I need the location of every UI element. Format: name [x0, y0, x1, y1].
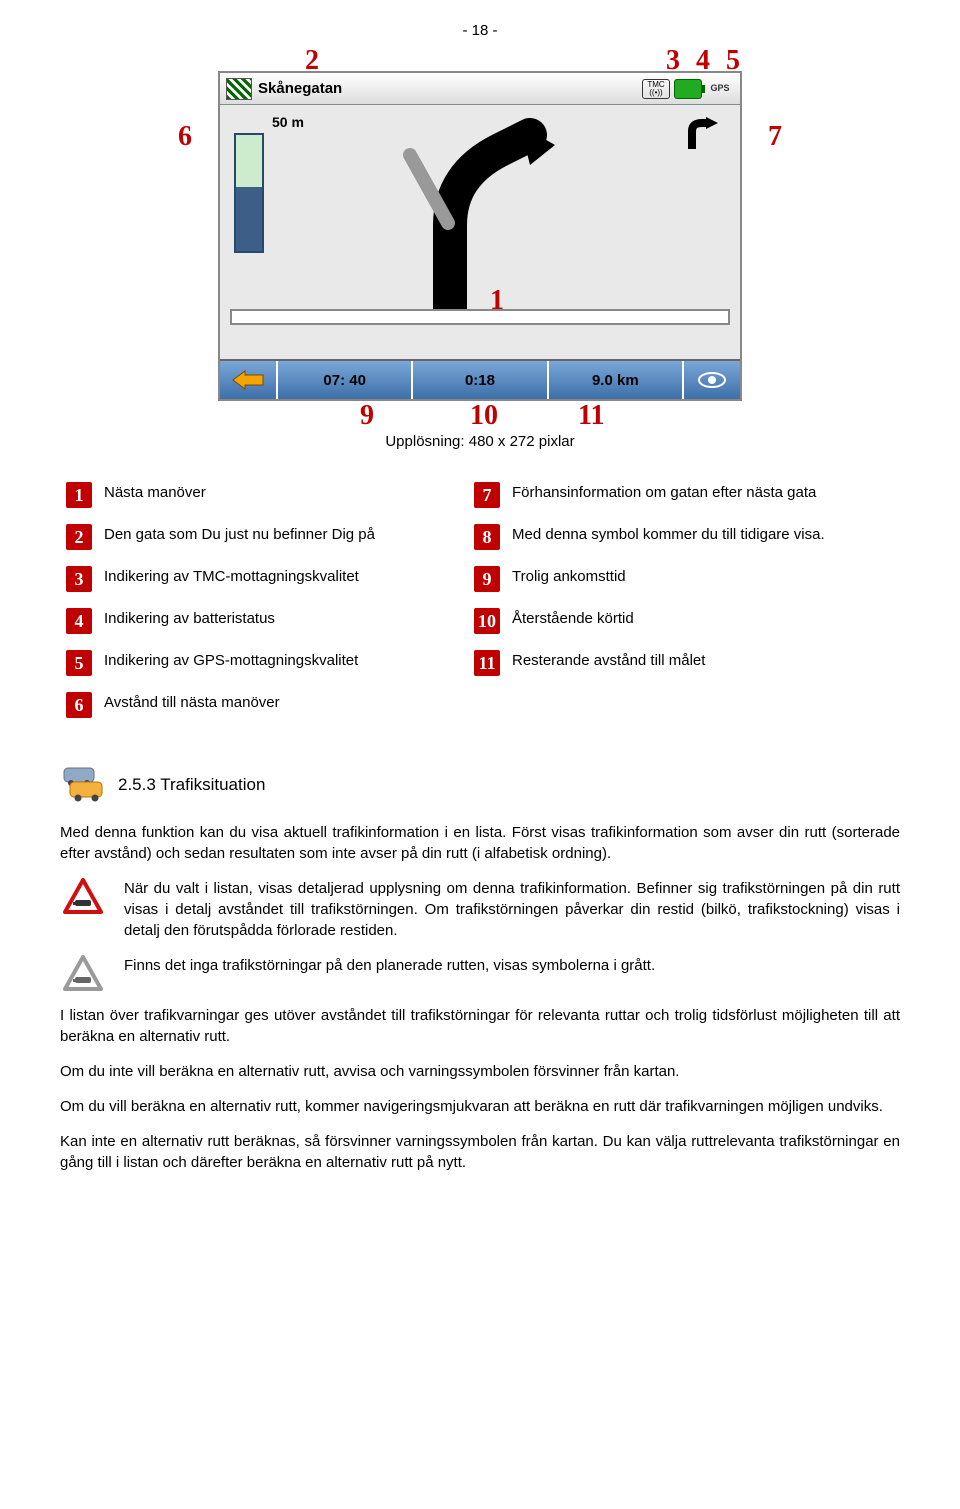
callout-10: 10 [470, 396, 498, 435]
distance-label: 50 m [272, 113, 304, 133]
warning-red-text: När du valt i listan, visas detaljerad u… [124, 878, 900, 941]
legend-text: Återstående körtid [506, 600, 900, 642]
route-progress-bar [230, 309, 730, 325]
legend-text: Resterande avstånd till målet [506, 642, 900, 684]
remaining-distance: 9.0 km [549, 361, 682, 399]
paragraph-3: Om du inte vill beräkna en alternativ ru… [60, 1061, 900, 1082]
legend-table: 1Nästa manöver7Förhansinformation om gat… [60, 474, 900, 726]
warning-triangle-grey-icon [63, 955, 103, 991]
legend-text [506, 684, 900, 726]
remaining-time: 0:18 [413, 361, 548, 399]
arrival-time: 07: 40 [278, 361, 413, 399]
legend-text: Avstånd till nästa manöver [98, 684, 468, 726]
tmc-icon: TMC((•)) [642, 79, 670, 99]
legend-num: 7 [474, 482, 500, 508]
page-number: - 18 - [60, 20, 900, 41]
next-turn-icon [682, 115, 720, 159]
legend-num: 10 [474, 608, 500, 634]
destination-flag-icon [226, 78, 252, 100]
callout-7: 7 [768, 117, 782, 156]
warning-grey-text: Finns det inga trafikstörningar på den p… [124, 955, 900, 991]
legend-text: Nästa manöver [98, 474, 468, 516]
device-bottombar: 07: 40 0:18 9.0 km [220, 359, 740, 399]
legend-num: 3 [66, 566, 92, 592]
legend-num: 8 [474, 524, 500, 550]
view-button[interactable] [682, 361, 740, 399]
back-button[interactable] [220, 361, 278, 399]
callout-11: 11 [578, 396, 604, 435]
paragraph-2: I listan över trafikvarningar ges utöver… [60, 1005, 900, 1047]
callout-6: 6 [178, 117, 192, 156]
legend-text: Den gata som Du just nu befinner Dig på [98, 516, 468, 558]
device-titlebar: Skånegatan TMC((•)) GPS [220, 73, 740, 105]
legend-num: 1 [66, 482, 92, 508]
legend-text: Trolig ankomsttid [506, 558, 900, 600]
legend-num: 5 [66, 650, 92, 676]
legend-num: 11 [474, 650, 500, 676]
legend-num: 6 [66, 692, 92, 718]
legend-num: 9 [474, 566, 500, 592]
traffic-cars-icon [60, 766, 106, 804]
paragraph-4: Om du vill beräkna en alternativ rutt, k… [60, 1096, 900, 1117]
legend-text: Indikering av batteristatus [98, 600, 468, 642]
paragraph-5: Kan inte en alternativ rutt beräknas, så… [60, 1131, 900, 1173]
legend-text: Förhansinformation om gatan efter nästa … [506, 474, 900, 516]
legend-num: 4 [66, 608, 92, 634]
battery-icon [674, 79, 702, 99]
navigation-panel: 50 m 1 [220, 105, 740, 365]
current-street: Skånegatan [258, 78, 642, 99]
section-heading: 2.5.3 Trafiksituation [118, 773, 265, 797]
paragraph-intro: Med denna funktion kan du visa aktuell t… [60, 822, 900, 864]
fuel-gauge [234, 133, 264, 253]
legend-text: Indikering av GPS-mottagningskvalitet [98, 642, 468, 684]
legend-text: Indikering av TMC-mottagningskvalitet [98, 558, 468, 600]
legend-text: Med denna symbol kommer du till tidigare… [506, 516, 900, 558]
gps-device-figure: 2 3 4 5 6 7 8 9 10 11 Skånegatan TMC((•)… [160, 71, 800, 401]
gps-signal-icon: GPS [706, 79, 734, 99]
warning-triangle-red-icon [63, 878, 103, 914]
callout-9: 9 [360, 396, 374, 435]
legend-num: 2 [66, 524, 92, 550]
